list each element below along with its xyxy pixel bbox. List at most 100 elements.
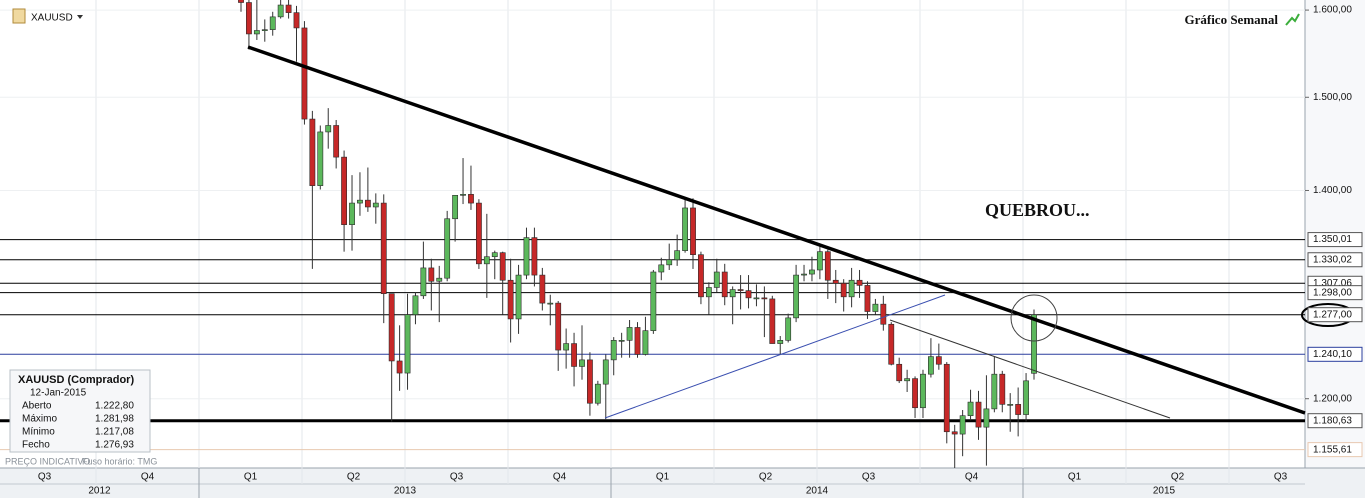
y-tick-label: 1.500,00 bbox=[1313, 92, 1352, 103]
candle-body bbox=[420, 267, 427, 297]
x-tick-label: Q2 bbox=[347, 472, 361, 483]
candle-body bbox=[682, 207, 688, 251]
candle-body bbox=[579, 359, 585, 367]
candle-body bbox=[737, 289, 744, 291]
candle-body bbox=[396, 360, 403, 374]
candle-body bbox=[539, 274, 546, 304]
candle-body bbox=[967, 401, 974, 417]
candle-body bbox=[705, 287, 712, 298]
x-year-label: 2013 bbox=[394, 486, 417, 497]
level-label-box bbox=[1307, 252, 1363, 268]
y-tick-label: 1.200,00 bbox=[1313, 393, 1352, 404]
candle-body bbox=[309, 118, 316, 186]
level-label-box bbox=[1307, 346, 1363, 362]
candle-body bbox=[935, 356, 942, 365]
candle-body bbox=[634, 327, 641, 355]
candle-body bbox=[531, 237, 538, 276]
candle-body bbox=[943, 363, 950, 433]
candle-body bbox=[880, 303, 887, 325]
candle-body bbox=[920, 373, 926, 409]
x-tick-label: Q3 bbox=[450, 472, 464, 483]
info-date: 12-Jan-2015 bbox=[30, 388, 87, 399]
trend-line bbox=[247, 45, 1306, 415]
candle-body bbox=[602, 359, 609, 385]
y-tick-label: 1.600,00 bbox=[1313, 5, 1352, 16]
candle-body bbox=[412, 295, 419, 315]
info-title: XAUUSD (Comprador) bbox=[18, 374, 134, 386]
candle-body bbox=[269, 16, 276, 30]
level-label-box bbox=[1307, 307, 1363, 323]
candle-body bbox=[745, 290, 752, 299]
candle-body bbox=[475, 202, 482, 265]
candle-body bbox=[317, 131, 324, 186]
candle-body bbox=[626, 327, 633, 341]
x-year-label: 2012 bbox=[88, 486, 111, 497]
candle-body bbox=[301, 27, 308, 120]
legend-entry: XAUUSD bbox=[31, 13, 73, 24]
candle-body bbox=[753, 297, 760, 300]
level-label-box bbox=[1307, 232, 1363, 248]
candle-body bbox=[777, 340, 784, 344]
candle-body bbox=[793, 274, 799, 319]
candle-body bbox=[468, 194, 474, 204]
candle-body bbox=[856, 279, 863, 286]
candle-body bbox=[832, 279, 839, 284]
candle-body bbox=[460, 194, 466, 196]
candle-body bbox=[991, 373, 998, 410]
candle-body bbox=[690, 207, 696, 255]
chart-title: Gráfico Semanal bbox=[1184, 12, 1278, 27]
x-tick-label: Q1 bbox=[1068, 472, 1082, 483]
x-axis-panel bbox=[0, 468, 1365, 498]
candle-body bbox=[761, 297, 768, 300]
candle-body bbox=[333, 125, 340, 158]
candle-body bbox=[293, 12, 300, 29]
highlight-circle bbox=[1010, 294, 1058, 342]
level-label: 1.155,61 bbox=[1313, 444, 1352, 455]
candle-body bbox=[404, 314, 411, 374]
candle-body bbox=[840, 283, 847, 298]
candle-body bbox=[824, 251, 831, 281]
x-tick-label: Q2 bbox=[759, 472, 773, 483]
info-label: Fecho bbox=[22, 440, 50, 451]
level-label-box bbox=[1307, 285, 1363, 301]
candle-body bbox=[452, 195, 459, 220]
candle-body bbox=[809, 269, 815, 275]
candle-body bbox=[1007, 404, 1014, 406]
candle-body bbox=[1031, 314, 1037, 374]
x-tick-label: Q3 bbox=[38, 472, 52, 483]
info-box: XAUUSD (Comprador) 12-Jan-2015 Aberto 1.2… bbox=[9, 369, 151, 453]
candle-body bbox=[642, 330, 649, 355]
x-year-label: 2015 bbox=[1153, 486, 1176, 497]
candle-body bbox=[872, 303, 879, 312]
candle-body bbox=[769, 298, 776, 344]
x-tick-label: Q3 bbox=[862, 472, 876, 483]
candle-body bbox=[507, 279, 514, 320]
candle-body bbox=[1015, 404, 1022, 415]
candle-body bbox=[380, 202, 387, 295]
x-year-label: 2014 bbox=[806, 486, 829, 497]
candle-body bbox=[975, 401, 982, 428]
footer-note: PREÇO INDICATIVO bbox=[5, 456, 90, 466]
info-value: 1.276,93 bbox=[95, 440, 134, 451]
candle-body bbox=[253, 30, 260, 35]
candle-body bbox=[666, 259, 673, 266]
candle-body bbox=[428, 267, 435, 282]
candle-body bbox=[357, 199, 363, 204]
level-label: 1.307,06 bbox=[1313, 278, 1352, 289]
candle-body bbox=[951, 431, 958, 435]
candle-body bbox=[285, 4, 292, 13]
candle-body bbox=[587, 359, 593, 404]
x-tick-label: Q1 bbox=[244, 472, 258, 483]
level-label: 1.350,01 bbox=[1313, 234, 1352, 245]
candle-body bbox=[999, 373, 1006, 405]
candle-body bbox=[483, 256, 490, 265]
annotation: QUEBROU... bbox=[985, 200, 1090, 220]
candle-body bbox=[246, 2, 252, 35]
symbol-icon bbox=[12, 8, 26, 24]
x-tick-label: Q4 bbox=[965, 472, 979, 483]
candle-body bbox=[729, 289, 736, 298]
level-label: 1.180,63 bbox=[1313, 415, 1352, 426]
candle-body bbox=[983, 408, 990, 428]
info-label: Aberto bbox=[22, 401, 52, 412]
candle-body bbox=[491, 252, 498, 258]
